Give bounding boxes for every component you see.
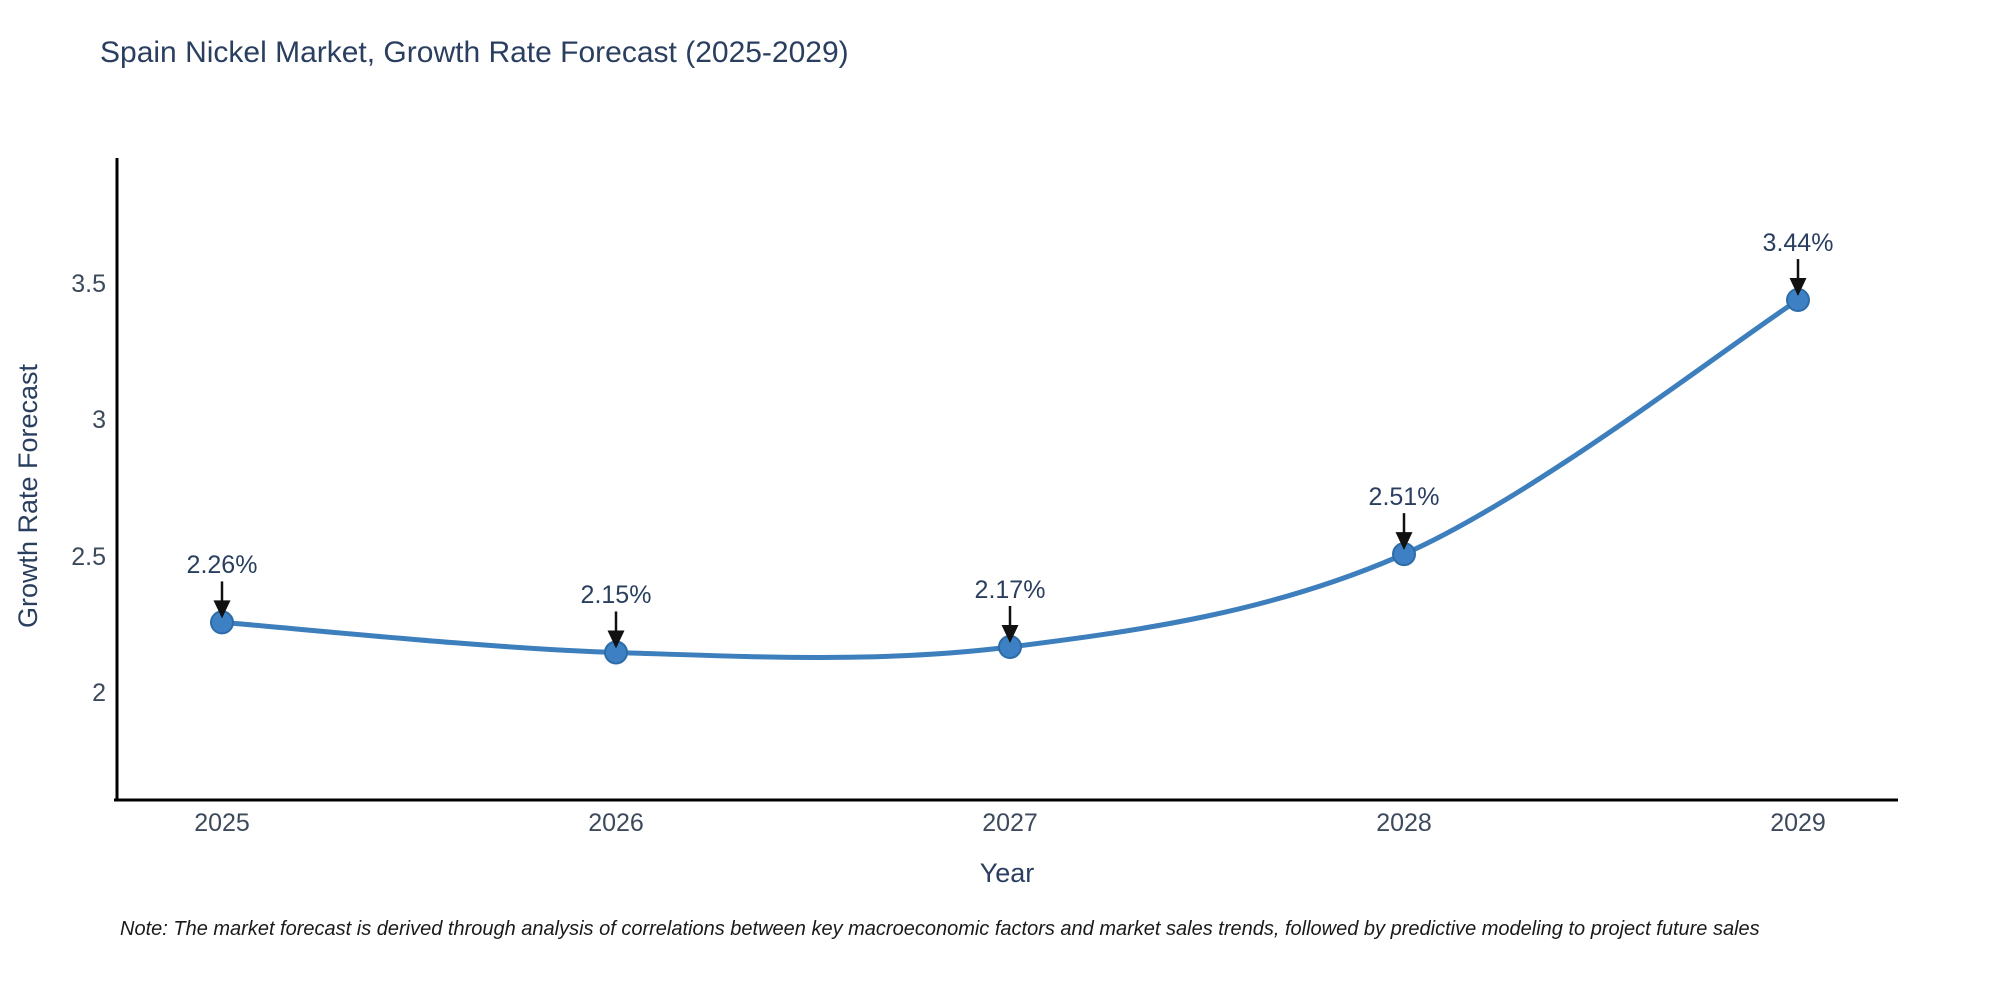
point-value-label: 3.44% [1762,229,1834,258]
series-layer [210,288,1810,665]
y-tick-label: 2 [92,679,106,708]
x-tick-label: 2025 [194,809,250,837]
chart-title: Spain Nickel Market, Growth Rate Forecas… [100,36,849,69]
annotation-arrowhead [1395,532,1413,551]
x-tick-label: 2029 [1770,809,1826,837]
point-value-label: 2.26% [186,551,258,580]
annotation-arrowhead [213,600,231,619]
footnote: Note: The market forecast is derived thr… [120,918,1760,940]
x-tick-label: 2026 [588,809,644,837]
y-tick-label: 3.5 [71,269,106,298]
x-axis-title: Year [979,858,1035,888]
annotation-arrowhead [607,630,625,649]
point-value-label: 2.17% [974,576,1046,604]
y-tick-label: 3 [92,406,106,435]
x-tick-label: 2027 [982,809,1038,837]
point-value-label: 2.15% [580,581,652,610]
point-value-label: 2.51% [1368,483,1440,512]
annotation-arrowhead [1789,278,1807,297]
x-tick-label: 2028 [1376,809,1432,837]
y-tick-label: 2.5 [71,542,106,571]
annotation-arrows [213,259,1807,649]
annotation-arrowhead [1001,625,1019,644]
